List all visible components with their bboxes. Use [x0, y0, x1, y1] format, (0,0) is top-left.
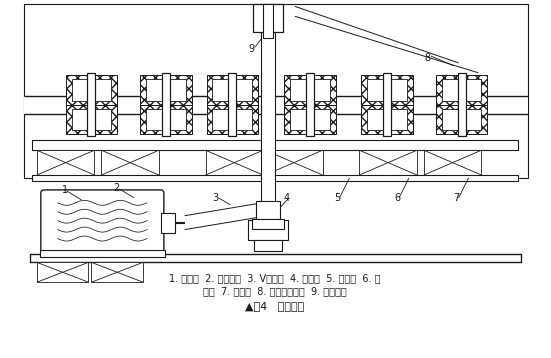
- Bar: [424, 150, 482, 175]
- Bar: [40, 251, 165, 257]
- Bar: [361, 105, 413, 134]
- Text: 6: 6: [394, 193, 400, 203]
- Bar: [207, 75, 258, 105]
- Bar: [290, 108, 329, 130]
- Bar: [368, 79, 407, 101]
- Bar: [207, 105, 258, 134]
- Bar: [161, 213, 175, 233]
- Text: 7: 7: [453, 193, 460, 203]
- Bar: [162, 73, 170, 136]
- Bar: [32, 175, 518, 181]
- Text: 1. 电动机  2. 小皮带轮  3. V型皮带  4. 驱动轴  5. 轴承座  6. 联: 1. 电动机 2. 小皮带轮 3. V型皮带 4. 驱动轴 5. 轴承座 6. …: [169, 273, 381, 283]
- Bar: [252, 219, 284, 229]
- Bar: [24, 4, 528, 178]
- Text: 8: 8: [425, 53, 431, 63]
- Bar: [442, 79, 482, 101]
- Bar: [248, 220, 288, 240]
- Text: 3: 3: [213, 193, 219, 203]
- Bar: [284, 105, 336, 134]
- Bar: [368, 108, 407, 130]
- Bar: [24, 96, 528, 113]
- Bar: [37, 262, 89, 282]
- Text: 4: 4: [284, 193, 290, 203]
- Bar: [290, 79, 329, 101]
- Bar: [88, 73, 95, 136]
- Bar: [206, 150, 263, 175]
- Bar: [359, 150, 417, 175]
- Bar: [91, 262, 143, 282]
- Bar: [253, 4, 283, 32]
- Text: 9: 9: [248, 44, 255, 54]
- Bar: [457, 73, 466, 136]
- Bar: [261, 4, 275, 233]
- Bar: [146, 79, 186, 101]
- Bar: [66, 105, 117, 134]
- Bar: [101, 150, 159, 175]
- Bar: [442, 108, 482, 130]
- Bar: [256, 201, 280, 219]
- Text: 1: 1: [62, 185, 68, 195]
- FancyBboxPatch shape: [41, 190, 164, 253]
- Bar: [72, 108, 111, 130]
- Bar: [436, 75, 487, 105]
- Bar: [383, 73, 391, 136]
- Bar: [263, 4, 273, 38]
- Bar: [213, 108, 252, 130]
- Bar: [361, 75, 413, 105]
- Text: 轴器  7. 传动轴  8. 皮带轮防护罩  9. 大皮带轮: 轴器 7. 传动轴 8. 皮带轮防护罩 9. 大皮带轮: [203, 286, 347, 296]
- Bar: [72, 79, 111, 101]
- Bar: [265, 150, 323, 175]
- Bar: [32, 140, 518, 150]
- Bar: [140, 105, 192, 134]
- Bar: [30, 255, 521, 262]
- Bar: [254, 240, 282, 251]
- Bar: [284, 75, 336, 105]
- Text: 5: 5: [334, 193, 341, 203]
- Bar: [213, 79, 252, 101]
- Bar: [146, 108, 186, 130]
- Text: 2: 2: [114, 183, 120, 193]
- Bar: [228, 73, 236, 136]
- Bar: [306, 73, 314, 136]
- Text: ▲图4   传动机构: ▲图4 传动机构: [245, 301, 305, 311]
- Bar: [140, 75, 192, 105]
- Bar: [37, 150, 94, 175]
- Bar: [66, 75, 117, 105]
- Bar: [436, 105, 487, 134]
